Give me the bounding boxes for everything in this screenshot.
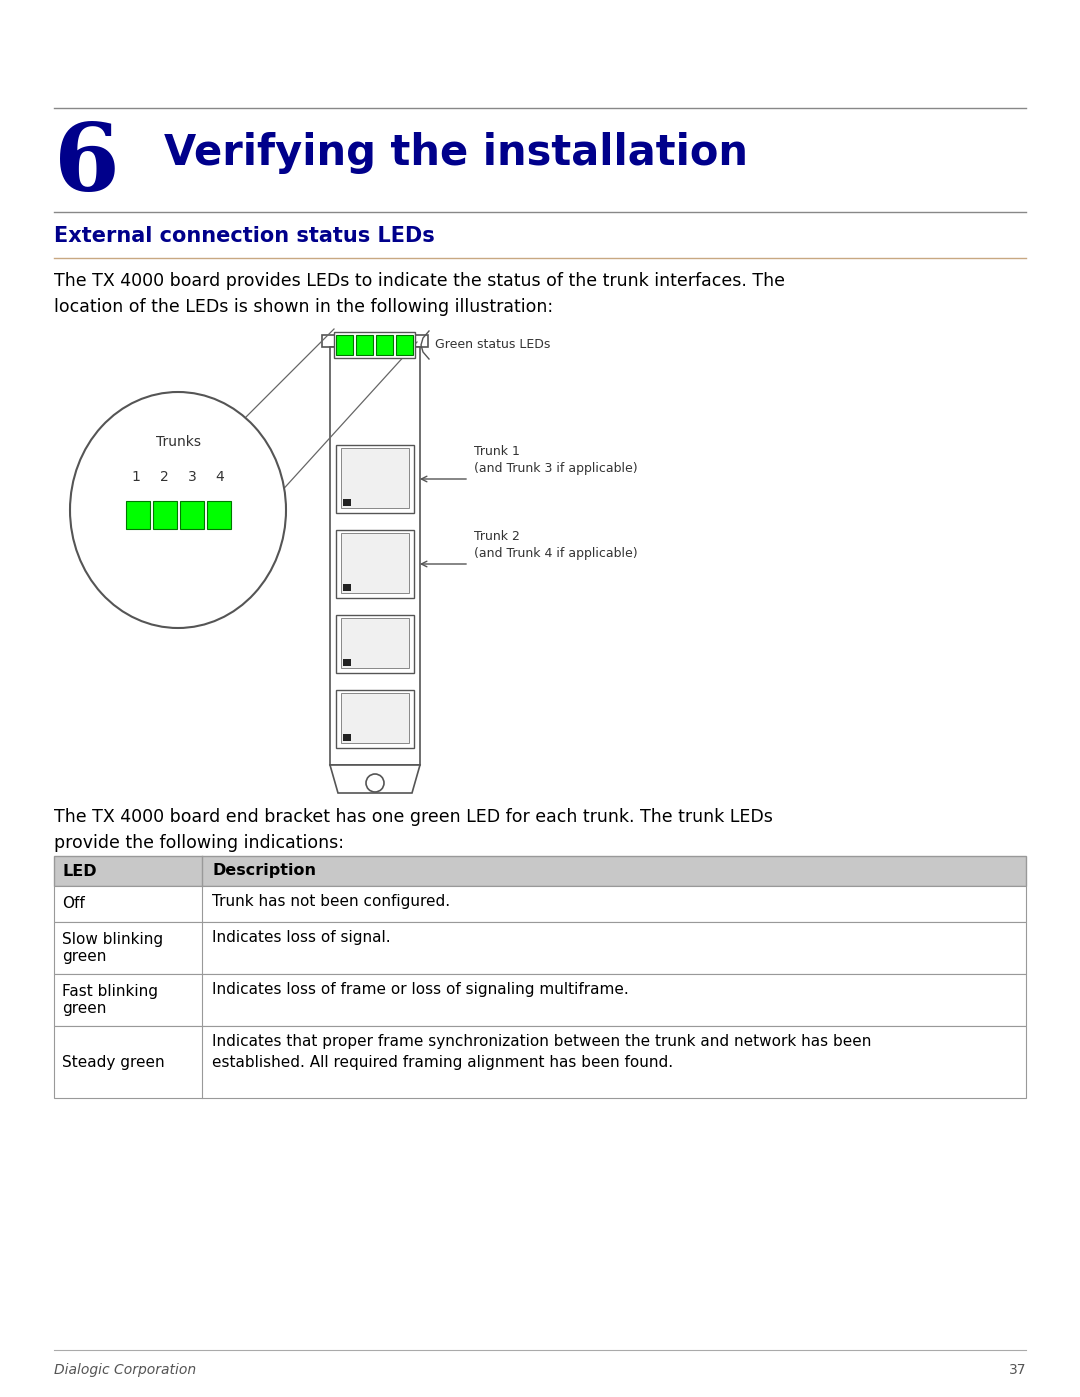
Bar	[356, 335, 373, 355]
Bar	[336, 335, 353, 355]
Bar	[54, 856, 1026, 886]
Bar	[336, 690, 414, 747]
Text: External connection status LEDs: External connection status LEDs	[54, 226, 435, 246]
Bar	[376, 335, 393, 355]
Bar	[343, 499, 351, 506]
Text: Indicates that proper frame synchronization between the trunk and network has be: Indicates that proper frame synchronizat…	[212, 1034, 872, 1070]
Text: 3: 3	[188, 469, 197, 483]
Text: Verifying the installation: Verifying the installation	[164, 131, 748, 175]
Bar	[341, 532, 409, 592]
Bar	[330, 346, 420, 766]
Bar	[341, 447, 409, 509]
Text: Indicates loss of frame or loss of signaling multiframe.: Indicates loss of frame or loss of signa…	[212, 982, 629, 997]
Bar	[341, 693, 409, 743]
Polygon shape	[330, 766, 420, 793]
Bar	[334, 332, 415, 358]
Bar	[125, 502, 149, 529]
Bar	[336, 446, 414, 513]
Text: Trunks: Trunks	[156, 434, 201, 448]
Bar	[343, 659, 351, 666]
Bar	[336, 529, 414, 598]
Bar	[336, 615, 414, 673]
Text: 4: 4	[216, 469, 225, 483]
Circle shape	[366, 774, 384, 792]
Text: 6: 6	[54, 120, 120, 210]
Text: 1: 1	[132, 469, 140, 483]
Text: 37: 37	[1009, 1363, 1026, 1377]
Bar	[54, 886, 1026, 922]
Text: Off: Off	[62, 897, 84, 911]
Text: Fast blinking
green: Fast blinking green	[62, 983, 158, 1016]
Text: Trunk 2
(and Trunk 4 if applicable): Trunk 2 (and Trunk 4 if applicable)	[474, 529, 637, 560]
Text: Indicates loss of signal.: Indicates loss of signal.	[212, 930, 391, 944]
Bar	[343, 733, 351, 740]
Text: Slow blinking
green: Slow blinking green	[62, 932, 163, 964]
Text: 2: 2	[160, 469, 168, 483]
Text: Green status LEDs: Green status LEDs	[435, 338, 551, 352]
Bar	[343, 584, 351, 591]
Bar	[54, 922, 1026, 974]
Bar	[54, 1025, 1026, 1098]
Bar	[54, 974, 1026, 1025]
Bar	[206, 502, 230, 529]
Text: Steady green: Steady green	[62, 1055, 164, 1070]
Bar	[179, 502, 203, 529]
Text: The TX 4000 board end bracket has one green LED for each trunk. The trunk LEDs
p: The TX 4000 board end bracket has one gr…	[54, 807, 773, 852]
Text: The TX 4000 board provides LEDs to indicate the status of the trunk interfaces. : The TX 4000 board provides LEDs to indic…	[54, 272, 785, 316]
Bar	[396, 335, 413, 355]
Text: Dialogic Corporation: Dialogic Corporation	[54, 1363, 197, 1377]
Text: Trunk has not been configured.: Trunk has not been configured.	[212, 894, 450, 909]
Text: Description: Description	[212, 863, 316, 879]
Text: LED: LED	[62, 863, 96, 879]
Ellipse shape	[70, 393, 286, 629]
Bar	[152, 502, 176, 529]
Text: Trunk 1
(and Trunk 3 if applicable): Trunk 1 (and Trunk 3 if applicable)	[474, 446, 637, 475]
Bar	[322, 335, 428, 346]
Bar	[341, 617, 409, 668]
